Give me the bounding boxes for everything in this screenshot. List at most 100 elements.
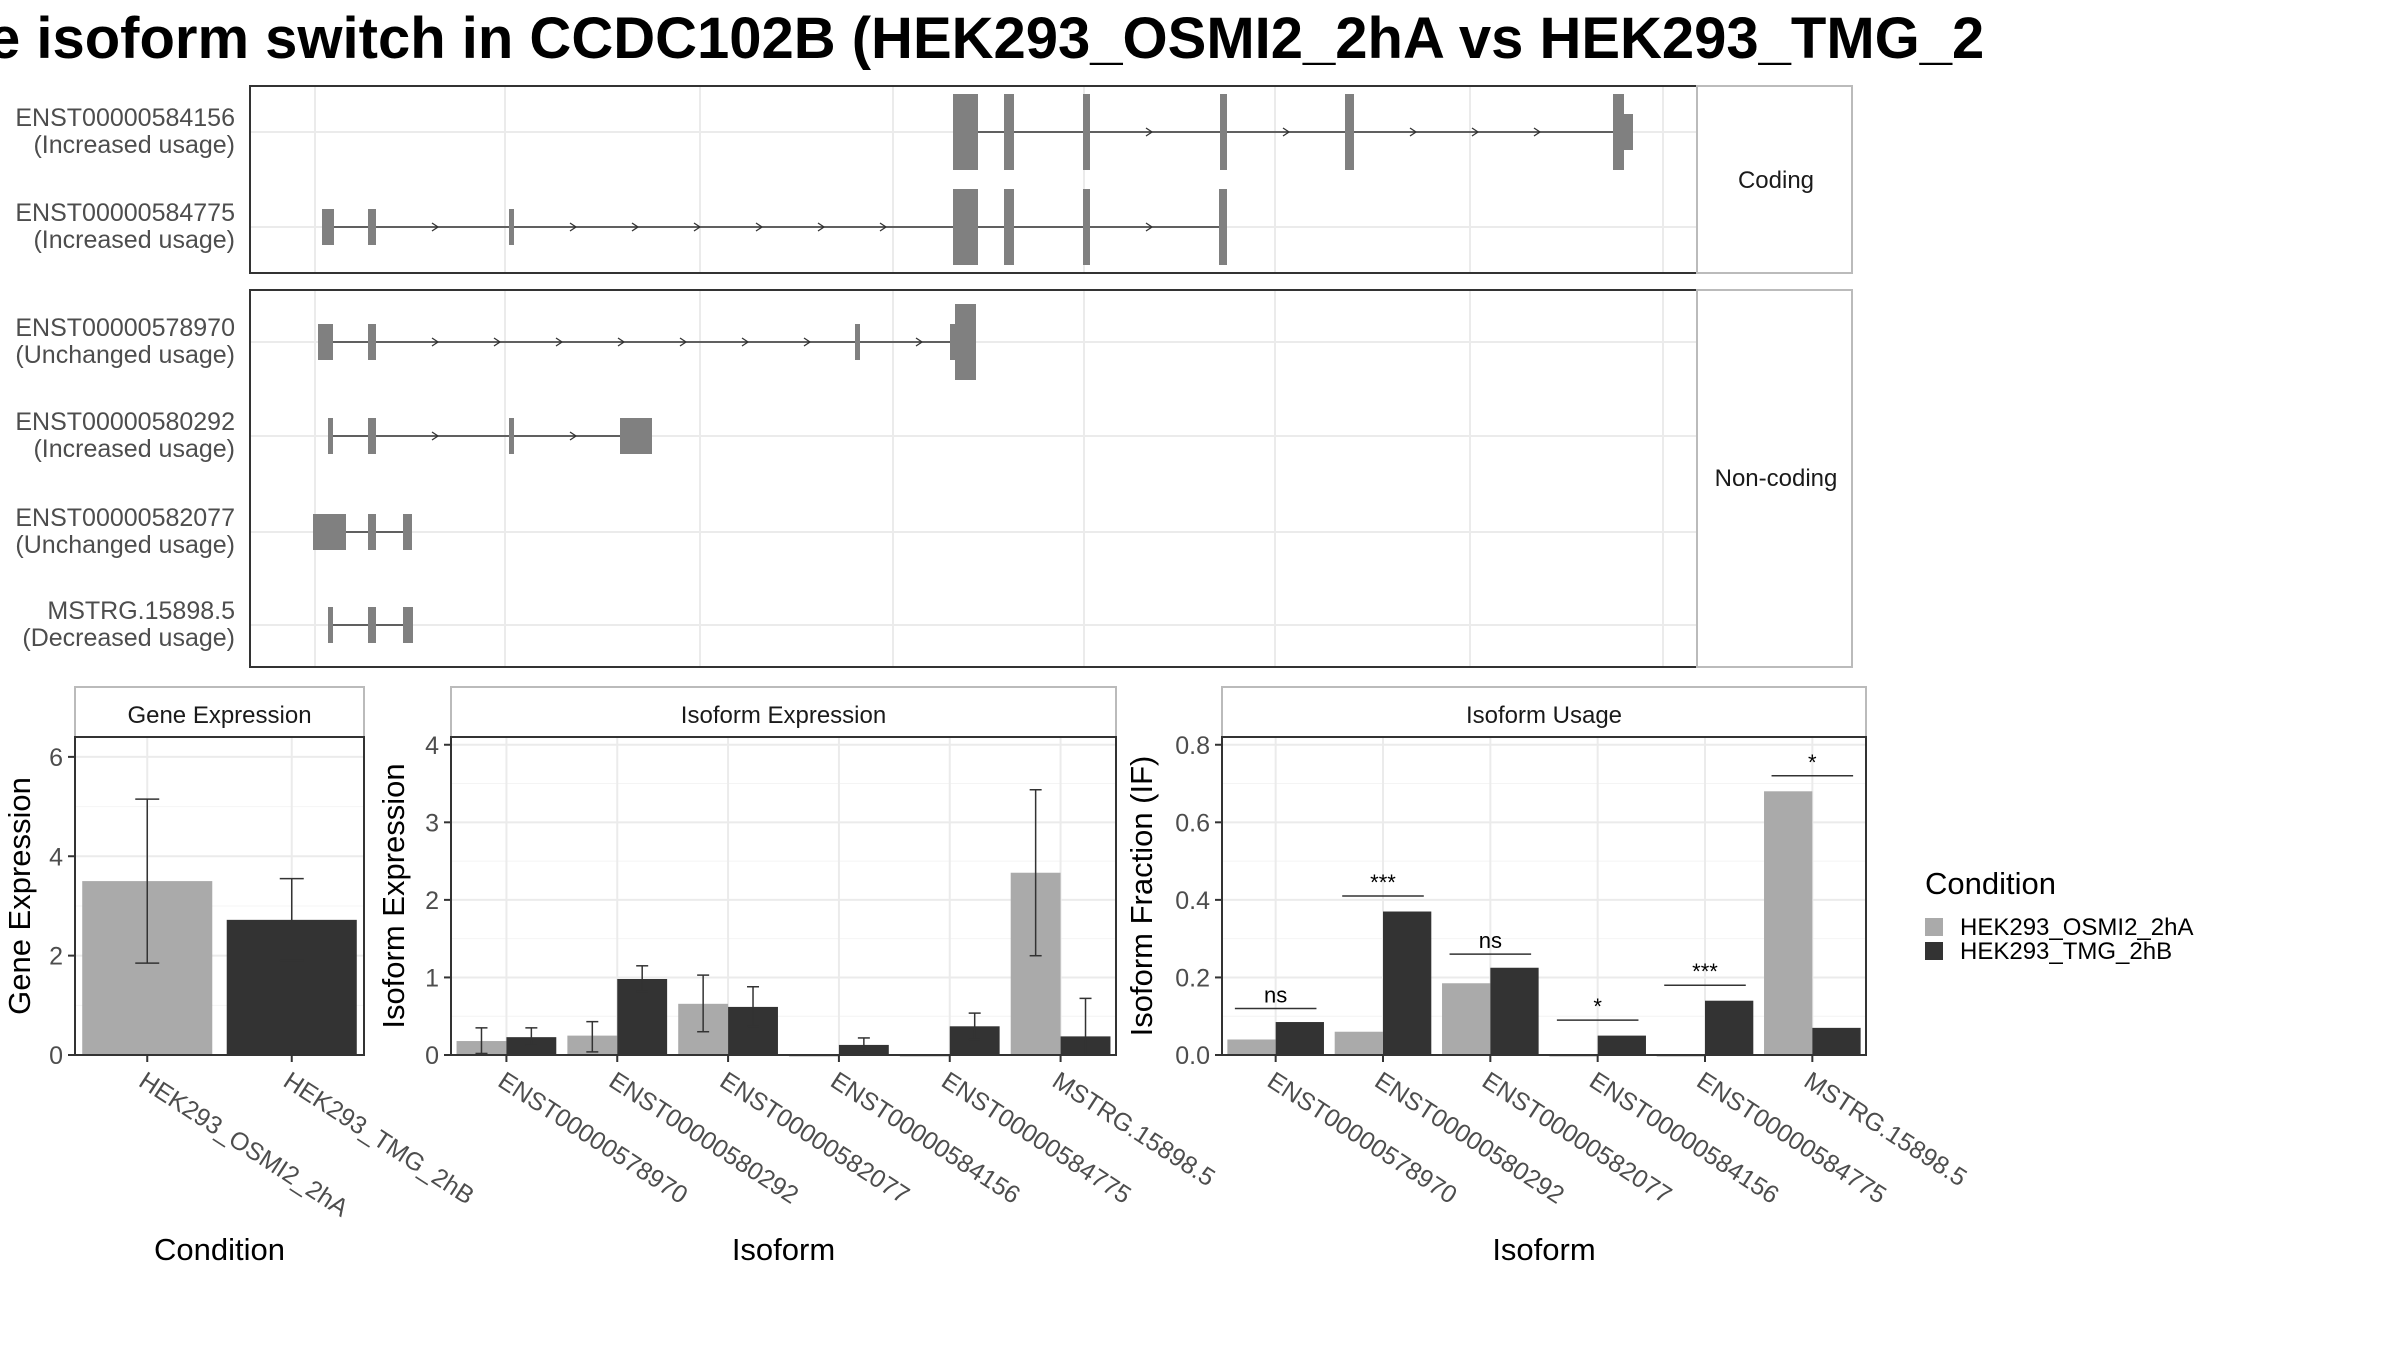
- x-tick-label: ENST00000584156: [1584, 1067, 1783, 1210]
- exon-block: [620, 418, 652, 454]
- legend-swatch-b: [1925, 942, 1943, 960]
- noncoding-panel: ENST00000578970(Unchanged usage)ENST0000…: [15, 289, 1853, 668]
- exon-block: [509, 209, 514, 245]
- bar: [1334, 1031, 1383, 1055]
- panel-border: [74, 736, 365, 1056]
- strand-arrow: [1282, 127, 1291, 137]
- strand-arrow: [1533, 127, 1542, 137]
- transcript-usage-label: (Increased usage): [33, 131, 235, 159]
- strand-arrow: [569, 431, 578, 441]
- strand-arrow: [431, 337, 440, 347]
- exon-block: [953, 94, 978, 170]
- panel-border: [450, 736, 1117, 1056]
- exon-block: [403, 607, 413, 643]
- transcript-usage-label: (Unchanged usage): [15, 531, 235, 559]
- transcript-id-label: MSTRG.15898.5: [47, 597, 235, 625]
- y-tick-label: 0: [49, 1042, 63, 1070]
- strand-arrow: [1471, 127, 1480, 137]
- isoform-usage-chart: Isoform Usage0.00.20.40.60.8ns***ns*****…: [1124, 686, 1972, 1267]
- exon-block: [953, 189, 978, 265]
- y-axis-title: Isoform Expression: [376, 763, 411, 1028]
- strand-arrow: [915, 337, 924, 347]
- transcript-usage-label: (Unchanged usage): [15, 341, 235, 369]
- exon-block: [1345, 94, 1354, 170]
- bar: [1383, 911, 1432, 1055]
- exon-block: [368, 324, 376, 360]
- bar: [1275, 1022, 1324, 1055]
- strand-arrow: [741, 337, 750, 347]
- legend-title: Condition: [1925, 866, 2056, 901]
- exon-block: [368, 607, 376, 643]
- panel-strip: [74, 686, 365, 738]
- strand-arrow: [555, 337, 564, 347]
- figure-title: e isoform switch in CCDC102B (HEK293_OSM…: [0, 6, 1984, 71]
- noncoding-strip-label: Non-coding: [1715, 465, 1838, 492]
- y-tick-label: 2: [425, 887, 439, 915]
- x-tick-label: ENST00000584775: [1692, 1067, 1891, 1210]
- x-axis-title: Isoform: [1492, 1232, 1595, 1267]
- strand-arrow: [1145, 222, 1154, 232]
- x-tick-label: ENST00000578970: [493, 1067, 692, 1210]
- exon-block: [328, 418, 333, 454]
- strand-arrow: [879, 222, 888, 232]
- y-tick-label: 0.8: [1175, 732, 1210, 760]
- exon-block: [368, 514, 376, 550]
- strand-arrow: [679, 337, 688, 347]
- transcript-usage-label: (Decreased usage): [22, 624, 235, 652]
- significance-label: ***: [1692, 959, 1718, 984]
- x-axis-title: Isoform: [732, 1232, 835, 1267]
- exon-block: [1613, 94, 1624, 170]
- bar: [1597, 1035, 1646, 1055]
- transcript-id-label: ENST00000584156: [15, 104, 235, 132]
- exon-block: [318, 324, 333, 360]
- facet-strip: [1696, 289, 1853, 668]
- transcript-usage-label: (Increased usage): [33, 226, 235, 254]
- significance-label: *: [1593, 994, 1602, 1019]
- exon-block: [950, 324, 958, 360]
- x-tick-label: ENST00000582077: [715, 1067, 914, 1210]
- strand-arrow: [1409, 127, 1418, 137]
- x-tick-label: ENST00000578970: [1262, 1067, 1461, 1210]
- y-tick-label: 0: [425, 1042, 439, 1070]
- strand-arrow: [617, 337, 626, 347]
- y-tick-label: 1: [425, 964, 439, 992]
- exon-block: [1622, 114, 1633, 150]
- transcript-id-label: ENST00000580292: [15, 408, 235, 436]
- exon-block: [313, 514, 346, 550]
- y-tick-label: 3: [425, 809, 439, 837]
- exon-block: [1004, 94, 1014, 170]
- x-axis-title: Condition: [154, 1232, 285, 1267]
- strand-arrow: [569, 222, 578, 232]
- significance-label: ns: [1264, 982, 1287, 1007]
- y-tick-label: 4: [49, 843, 63, 871]
- transcript-id-label: ENST00000582077: [15, 504, 235, 532]
- panel-background: [451, 737, 1116, 1055]
- exon-block: [509, 418, 514, 454]
- exon-block: [322, 209, 334, 245]
- panel-strip: [1221, 686, 1867, 738]
- significance-label: ***: [1370, 870, 1396, 895]
- bar: [1812, 1027, 1861, 1055]
- x-tick-label: ENST00000582077: [1477, 1067, 1676, 1210]
- transcript-id-label: ENST00000584775: [15, 199, 235, 227]
- strand-arrow: [817, 222, 826, 232]
- y-tick-label: 0.4: [1175, 887, 1210, 915]
- y-axis-title: Isoform Fraction (IF): [1124, 756, 1159, 1037]
- strand-arrow: [693, 222, 702, 232]
- transcript-structure-plot: ENST00000584156(Increased usage)ENST0000…: [15, 85, 1853, 668]
- legend-label-b: HEK293_TMG_2hB: [1960, 938, 2172, 965]
- exon-block: [1083, 189, 1090, 265]
- facet-strip: [1696, 85, 1853, 274]
- strand-arrow: [631, 222, 640, 232]
- exon-block: [855, 324, 860, 360]
- coding-panel: ENST00000584156(Increased usage)ENST0000…: [15, 85, 1853, 274]
- exon-block: [1083, 94, 1090, 170]
- bar: [1490, 967, 1539, 1055]
- x-tick-label: ENST00000580292: [604, 1067, 803, 1210]
- legend-swatch-a: [1925, 918, 1943, 936]
- legend: Condition HEK293_OSMI2_2hA HEK293_TMG_2h…: [1925, 866, 2193, 965]
- bar: [1764, 791, 1813, 1055]
- exon-block: [368, 209, 376, 245]
- y-tick-label: 2: [49, 943, 63, 971]
